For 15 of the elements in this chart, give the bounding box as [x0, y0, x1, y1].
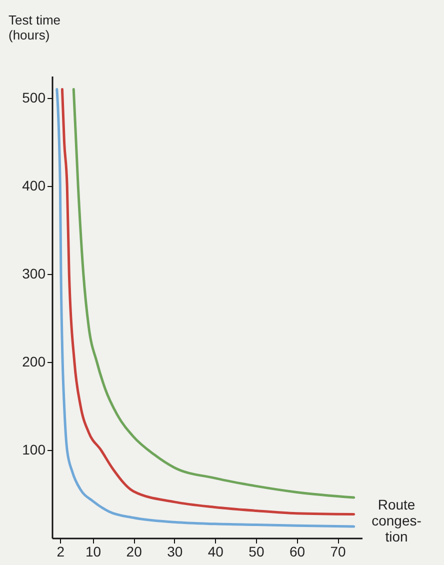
y-tick-label: 400 — [22, 178, 46, 194]
x-axis-title: Route conges- tion — [372, 496, 422, 544]
x-tick-label: 30 — [167, 544, 183, 560]
y-axis-title: Test time (hours) — [8, 12, 61, 42]
x-tick-label: 70 — [330, 544, 346, 560]
y-tick-label: 100 — [22, 442, 46, 458]
y-tick-label: 500 — [22, 90, 46, 106]
x-tick-label: 20 — [126, 544, 142, 560]
x-tick-label: 2 — [56, 544, 65, 560]
x-tick-label: 50 — [248, 544, 264, 560]
x-tick-label: 60 — [289, 544, 306, 560]
y-tick-label: 200 — [22, 354, 46, 370]
x-tick-label: 40 — [208, 544, 224, 560]
y-tick-label: 300 — [22, 266, 46, 282]
x-tick-label: 10 — [86, 544, 102, 560]
